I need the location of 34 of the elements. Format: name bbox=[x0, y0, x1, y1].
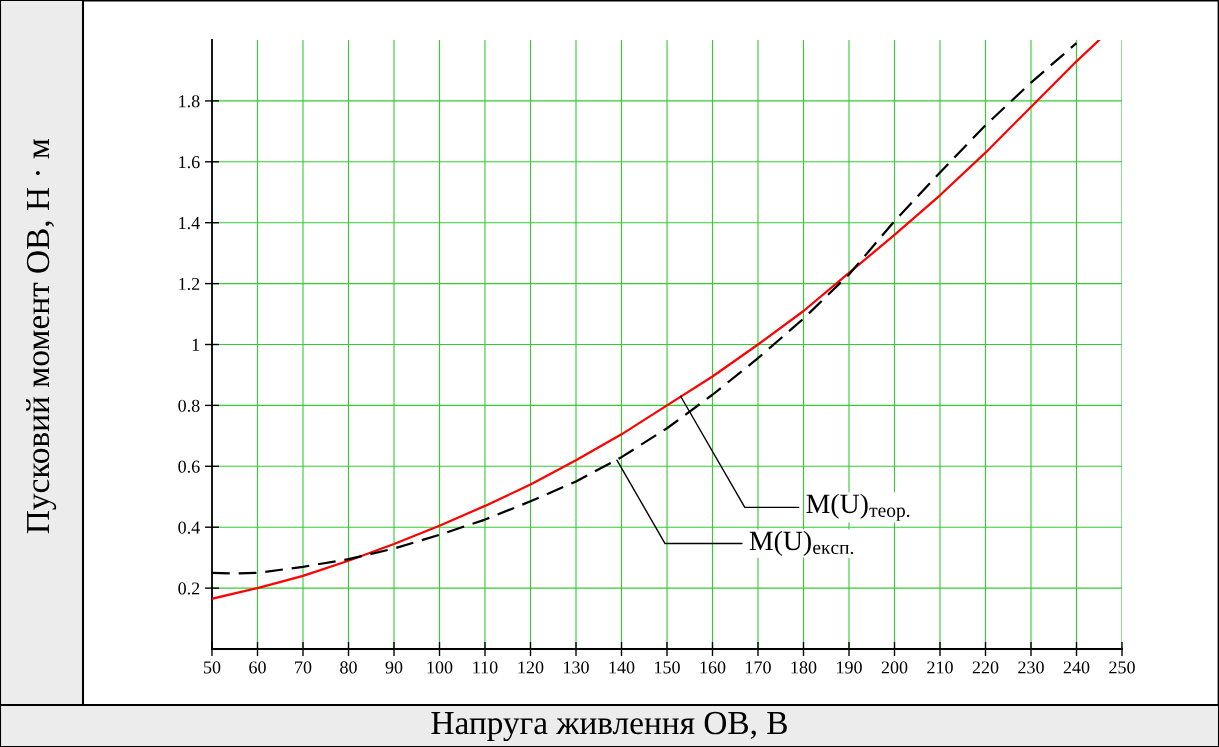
y-tick-label: 0.6 bbox=[178, 460, 200, 473]
x-tick-label: 250 bbox=[1109, 661, 1135, 674]
x-tick-label: 190 bbox=[837, 661, 862, 674]
x-tick-label: 100 bbox=[427, 661, 453, 674]
x-tick-label: 240 bbox=[1063, 661, 1090, 674]
x-tick-label: 120 bbox=[518, 661, 544, 674]
x-tick-label: 150 bbox=[655, 661, 680, 674]
annotation: M(U)$_{теор.}$ bbox=[806, 493, 910, 521]
y-tick-label: 0.4 bbox=[178, 521, 200, 534]
x-tick-label: 90 bbox=[385, 661, 403, 674]
x-tick-label: 180 bbox=[791, 661, 817, 674]
x-tick-label: 140 bbox=[609, 661, 635, 674]
x-tick-label: 130 bbox=[564, 661, 589, 674]
annotation: M(U)$_{експ.}$ bbox=[749, 530, 854, 556]
x-tick-label: 50 bbox=[204, 661, 221, 674]
x-tick-label: 230 bbox=[1018, 661, 1044, 674]
x-axis-title: Напруга живлення ОВ, В bbox=[431, 711, 787, 742]
y-tick-label: 1.6 bbox=[179, 156, 200, 169]
y-tick-label: 1.2 bbox=[179, 277, 200, 291]
y-tick-label: 0.2 bbox=[178, 582, 200, 595]
x-tick-label: 170 bbox=[746, 661, 771, 674]
y-tick-label: 1.8 bbox=[179, 95, 200, 108]
y-tick-label: 1 bbox=[192, 338, 200, 351]
x-tick-label: 160 bbox=[700, 661, 726, 674]
x-tick-label: 210 bbox=[927, 661, 953, 674]
x-tick-label: 220 bbox=[972, 661, 999, 674]
x-tick-label: 110 bbox=[473, 661, 498, 674]
x-tick-label: 70 bbox=[295, 661, 312, 674]
x-tick-label: 80 bbox=[340, 661, 357, 674]
y-axis-title: Пусковий момент ОВ, Н · м bbox=[26, 138, 57, 534]
x-tick-label: 60 bbox=[249, 661, 266, 674]
y-tick-label: 1.4 bbox=[179, 217, 200, 230]
y-tick-label: 0.8 bbox=[178, 399, 200, 412]
x-tick-label: 200 bbox=[881, 661, 908, 674]
